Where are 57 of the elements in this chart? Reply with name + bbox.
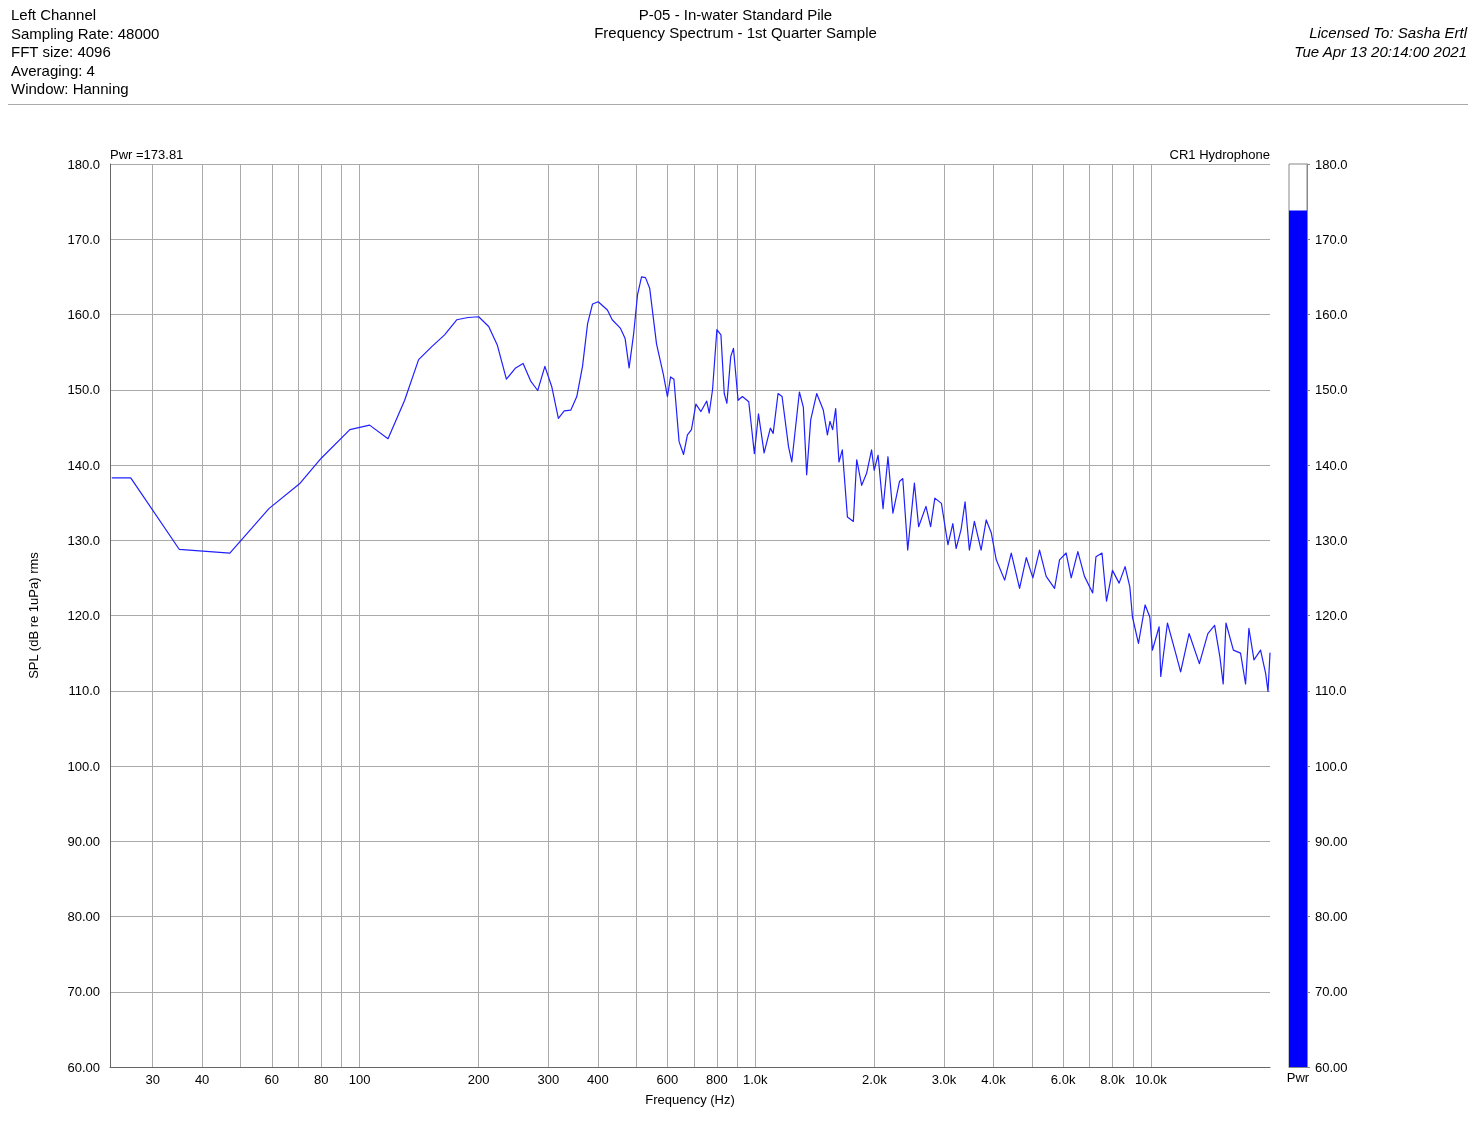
text: Licensed To: Sasha Ertl — [1309, 24, 1467, 42]
y-tick-label: 110.0 — [1315, 683, 1347, 699]
y-tick-label: 80.00 — [1315, 909, 1348, 924]
x-tick-label: 200 — [467, 1072, 490, 1087]
y-tick-label: 130.0 — [67, 532, 100, 548]
y-tick-label: 150.0 — [1315, 382, 1348, 398]
y-tick-label: 90.00 — [67, 833, 100, 849]
y-tick-label: 160.0 — [1315, 307, 1348, 322]
x-tick-label: 40 — [194, 1072, 210, 1087]
y-tick-label: 100.0 — [1315, 758, 1348, 774]
y-tick-label: 60.00 — [1315, 1059, 1348, 1075]
text: Sampling Rate: 48000 — [11, 24, 160, 43]
x-axis-title: Frequency (Hz) — [645, 1092, 735, 1107]
y-tick-label: 180.0 — [1315, 156, 1348, 172]
chart-title: P-05 - In-water Standard Pile — [638, 6, 833, 23]
x-tick-label: 1.0k — [742, 1072, 769, 1087]
text: Tue Apr 13 20:14:00 2021 — [1294, 42, 1467, 61]
y-tick-label: 140.0 — [1315, 457, 1348, 473]
y-tick-label: 160.0 — [67, 307, 100, 322]
x-tick-label: 800 — [706, 1072, 728, 1087]
x-tick-label: 300 — [537, 1072, 560, 1087]
x-tick-label: 8.0k — [1100, 1072, 1126, 1087]
x-tick-label: 4.0k — [981, 1072, 1007, 1087]
y-tick-label: 60.00 — [67, 1059, 100, 1075]
y-tick-label: 120.0 — [1315, 608, 1348, 623]
y-tick-label: 70.00 — [67, 984, 100, 1000]
y-tick-label: 150.0 — [67, 382, 100, 398]
x-tick-label: 600 — [656, 1072, 679, 1087]
x-tick-label: 80 — [314, 1072, 329, 1087]
x-tick-label: 6.0k — [1050, 1072, 1076, 1087]
y-tick-label: 90.00 — [1315, 833, 1348, 849]
y-tick-label: 80.00 — [67, 909, 100, 924]
x-tick-label: Pwr — [1286, 1070, 1310, 1085]
y-axis-title: SPL (dB re 1uPa) rms — [26, 551, 41, 679]
x-tick-label: 10.0k — [1134, 1072, 1168, 1087]
y-tick-label: 140.0 — [67, 457, 100, 473]
y-tick-label: 100.0 — [67, 758, 100, 774]
text: FFT size: 4096 — [11, 43, 111, 61]
text: Pwr =173.81 — [110, 146, 184, 164]
x-tick-label: 3.0k — [931, 1072, 957, 1087]
y-tick-label: 170.0 — [67, 231, 100, 247]
y-tick-label: 70.00 — [1315, 984, 1348, 1000]
x-tick-label: 100 — [348, 1072, 371, 1087]
text: Averaging: 4 — [11, 61, 95, 80]
text: CR1 Hydrophone — [1169, 147, 1271, 162]
y-tick-label: 180.0 — [67, 156, 100, 172]
text: Window: Hanning — [11, 80, 129, 98]
x-tick-label: 2.0k — [862, 1072, 888, 1087]
y-tick-label: 130.0 — [1315, 532, 1348, 548]
y-tick-label: 120.0 — [67, 608, 100, 623]
chart-subtitle: Frequency Spectrum - 1st Quarter Sample — [594, 24, 877, 41]
y-tick-label: 110.0 — [68, 683, 100, 699]
x-tick-label: 60 — [264, 1072, 280, 1087]
text: Left Channel — [11, 6, 97, 24]
x-tick-label: 30 — [145, 1072, 160, 1087]
y-tick-label: 170.0 — [1315, 231, 1348, 247]
x-tick-label: 400 — [586, 1072, 609, 1087]
